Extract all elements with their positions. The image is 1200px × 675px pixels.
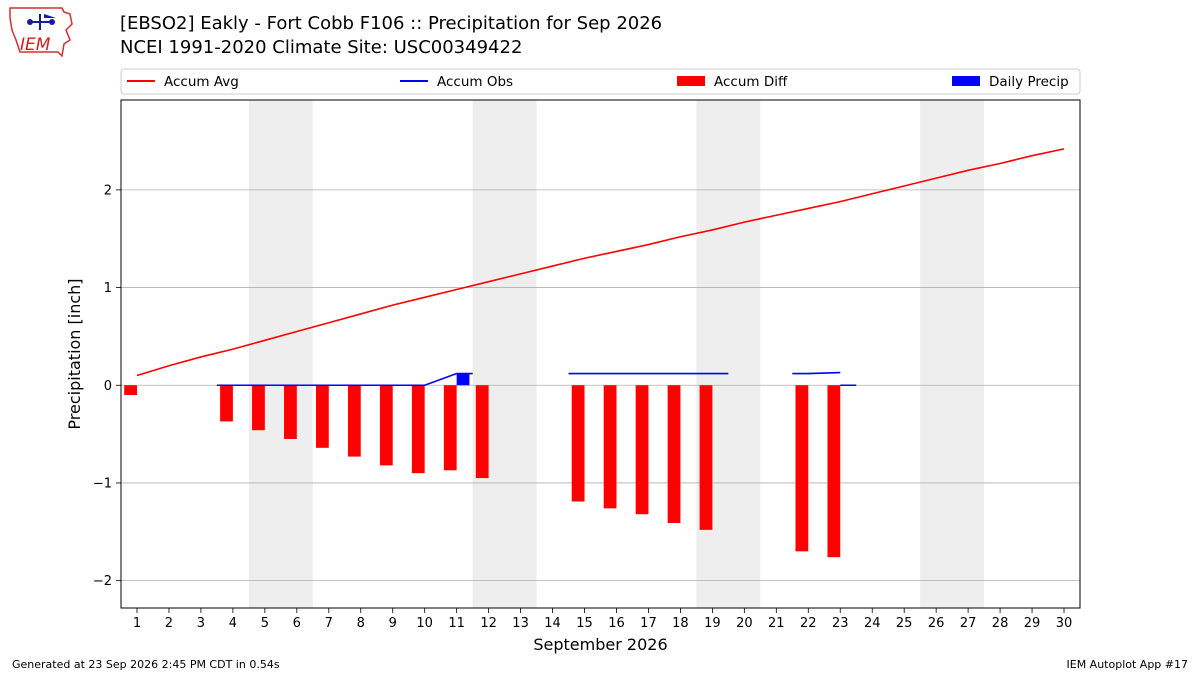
legend-label-3: Daily Precip	[989, 74, 1069, 90]
accum-diff-bar-4	[220, 385, 233, 422]
y-tick-label: −1	[93, 476, 112, 491]
x-tick-label-28: 28	[992, 616, 1009, 631]
accum-diff-bar-18	[667, 385, 681, 524]
y-tick-label: 1	[104, 281, 112, 296]
x-tick-label-20: 20	[736, 616, 753, 631]
legend-label-1: Accum Obs	[437, 74, 513, 90]
accum-diff-bar-22	[795, 385, 809, 552]
y-axis-label: Precipitation [inch]	[65, 278, 84, 429]
x-tick-label-30: 30	[1056, 616, 1073, 631]
x-tick-label-5: 5	[261, 616, 269, 631]
accum-obs-line-2	[792, 371, 841, 375]
weekend-band-3	[920, 100, 985, 608]
plot-frame	[120, 99, 1081, 609]
y-tick-label: 0	[104, 379, 112, 394]
accum-diff-bar-12	[475, 385, 489, 479]
accum-diff-bar-23	[827, 385, 841, 558]
x-tick-label-29: 29	[1024, 616, 1041, 631]
legend-swatch-3	[952, 76, 980, 86]
iem-logo-icon: IEM	[9, 7, 73, 58]
accum-diff-bar-1	[124, 385, 137, 396]
x-tick-label-23: 23	[832, 616, 849, 631]
x-tick-label-8: 8	[357, 616, 365, 631]
x-tick-label-18: 18	[672, 616, 689, 631]
x-tick-label-2: 2	[165, 616, 173, 631]
accum-diff-bar-9	[379, 385, 393, 466]
x-axis-label: September 2026	[533, 635, 667, 654]
accum-diff-bar-11	[443, 385, 457, 471]
accum-diff-bar-8	[347, 385, 361, 457]
accum-diff-bar-7	[315, 385, 329, 448]
accum-diff-bar-15	[571, 385, 585, 502]
x-tick-label-13: 13	[512, 616, 529, 631]
x-tick-label-10: 10	[416, 616, 433, 631]
x-tick-label-11: 11	[448, 616, 465, 631]
footer-generated-text: Generated at 23 Sep 2026 2:45 PM CDT in …	[12, 658, 280, 671]
legend-label-2: Accum Diff	[714, 74, 788, 90]
y-tick-label: 2	[104, 183, 112, 198]
accum-diff-bar-6	[284, 385, 297, 439]
accum-diff-bar-19	[699, 385, 713, 530]
chart-subtitle: NCEI 1991-2020 Climate Site: USC00349422	[120, 37, 523, 58]
weekend-band-2	[696, 100, 761, 608]
accum-avg-line	[136, 148, 1065, 377]
x-tick-label-26: 26	[928, 616, 945, 631]
x-tick-label-21: 21	[768, 616, 785, 631]
accum-diff-bar-10	[411, 385, 425, 474]
x-tick-label-16: 16	[608, 616, 625, 631]
x-tick-label-19: 19	[704, 616, 721, 631]
x-tick-label-22: 22	[800, 616, 817, 631]
daily-precip-bar-11	[456, 373, 470, 386]
x-tick-label-4: 4	[229, 616, 237, 631]
x-tick-label-24: 24	[864, 616, 881, 631]
weekend-band-0	[248, 100, 313, 608]
legend-swatch-2	[677, 76, 705, 86]
x-tick-label-17: 17	[640, 616, 657, 631]
accum-diff-bar-5	[252, 385, 265, 431]
x-tick-label-25: 25	[896, 616, 913, 631]
x-tick-label-6: 6	[293, 616, 301, 631]
accum-diff-bar-16	[603, 385, 617, 509]
x-tick-label-12: 12	[480, 616, 497, 631]
legend-box	[120, 68, 1081, 95]
y-tick-label: −2	[93, 574, 112, 589]
weekend-band-1	[472, 100, 537, 608]
legend-label-0: Accum Avg	[164, 74, 239, 90]
accum-obs-line-0	[216, 372, 473, 387]
x-tick-label-14: 14	[544, 616, 561, 631]
x-tick-label-1: 1	[133, 616, 141, 631]
x-tick-label-7: 7	[325, 616, 333, 631]
x-tick-label-9: 9	[389, 616, 397, 631]
x-tick-label-15: 15	[576, 616, 593, 631]
iem-logo-text: IEM	[20, 35, 51, 55]
accum-diff-bar-17	[635, 385, 649, 515]
chart-title: [EBSO2] Eakly - Fort Cobb F106 :: Precip…	[120, 13, 663, 34]
x-tick-label-27: 27	[960, 616, 977, 631]
footer-app-text: IEM Autoplot App #17	[1066, 658, 1189, 671]
x-tick-label-3: 3	[197, 616, 205, 631]
